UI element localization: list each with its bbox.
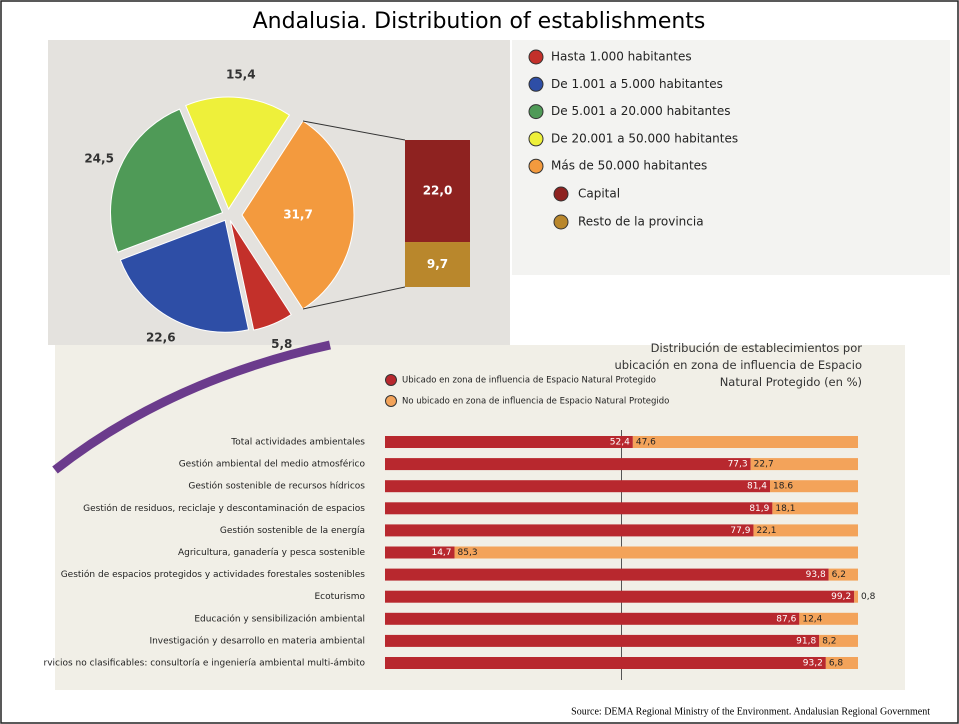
y-tick-label: Gestión sostenible de la energía — [220, 525, 365, 536]
data-label: 14,7 — [431, 548, 451, 558]
legend-swatch — [529, 132, 543, 146]
data-label: 99,2 — [831, 592, 851, 602]
data-label: 8,2 — [822, 636, 836, 646]
bar-segment — [633, 436, 858, 448]
bar-title: Distribución de establecimientos por ubi… — [600, 340, 862, 391]
bar-segment — [385, 502, 772, 514]
legend-label: De 1.001 a 5.000 habitantes — [551, 77, 723, 91]
y-tick-label: rvicios no clasificables: consultoría e … — [44, 659, 366, 669]
bar-segment — [385, 458, 751, 470]
legend-swatch — [529, 77, 543, 91]
legend-background — [512, 40, 950, 275]
legend-swatch — [386, 375, 397, 386]
data-label: 47,6 — [636, 438, 656, 448]
legend-swatch — [554, 215, 568, 229]
legend-label: Hasta 1.000 habitantes — [551, 50, 692, 64]
data-label: 31,7 — [283, 208, 313, 222]
y-tick-label: Gestión de residuos, reciclaje y descont… — [83, 503, 365, 514]
y-tick-label: Agricultura, ganadería y pesca sostenibl… — [178, 548, 365, 558]
y-tick-label: Gestión de espacios protegidos y activid… — [61, 569, 366, 580]
legend-label: De 5.001 a 20.000 habitantes — [551, 104, 731, 118]
legend-label: Más de 50.000 habitantes — [551, 159, 707, 173]
data-label: 24,5 — [84, 152, 114, 166]
legend-swatch — [529, 105, 543, 119]
data-label: 5,8 — [271, 337, 292, 351]
data-label: 81,9 — [749, 504, 769, 514]
bar-segment — [385, 613, 799, 625]
bar-segment — [385, 480, 770, 492]
data-label: 22,6 — [146, 331, 176, 345]
slide-title: Andalusia. Distribution of establishment… — [253, 9, 706, 34]
legend-label: No ubicado en zona de influencia de Espa… — [402, 397, 669, 407]
slide: Andalusia. Distribution of establishment… — [0, 0, 959, 724]
legend-swatch — [529, 50, 543, 64]
legend-label: Capital — [578, 187, 620, 201]
bar-segment — [385, 436, 633, 448]
legend-swatch — [386, 396, 397, 407]
data-label: 93,8 — [806, 570, 826, 580]
data-label: 12,4 — [802, 614, 822, 624]
legend-swatch — [529, 159, 543, 173]
bar-segment — [455, 547, 858, 559]
data-label: 91,8 — [796, 636, 816, 646]
data-label: 18,1 — [775, 504, 795, 514]
data-label: 0,8 — [861, 592, 876, 602]
data-label: 9,7 — [427, 257, 448, 271]
data-label: 85,3 — [458, 548, 478, 558]
bar-segment — [385, 524, 753, 536]
bar-segment — [385, 657, 826, 669]
data-label: 77,3 — [728, 460, 748, 470]
data-label: 22,7 — [754, 460, 774, 470]
data-label: 22,1 — [756, 526, 776, 536]
y-tick-label: Gestión ambiental del medio atmosférico — [179, 459, 366, 470]
y-tick-label: Total actividades ambientales — [230, 438, 365, 448]
data-label: 77,9 — [730, 526, 750, 536]
legend-swatch — [554, 187, 568, 201]
data-label: 22,0 — [423, 184, 453, 198]
data-label: 18.6 — [773, 482, 793, 492]
bar-segment — [854, 591, 858, 603]
y-tick-label: Investigación y desarrollo en materia am… — [149, 635, 365, 646]
legend-label: Resto de la provincia — [578, 215, 704, 229]
bar-segment — [385, 635, 819, 647]
data-label: 81,4 — [747, 482, 767, 492]
y-tick-label: Ecoturismo — [314, 592, 365, 602]
data-label: 6,8 — [829, 659, 844, 669]
source: Source: DEMA Regional Ministry of the En… — [571, 706, 930, 717]
legend-label: De 20.001 a 50.000 habitantes — [551, 131, 738, 145]
y-tick-label: Gestión sostenible de recursos hídricos — [188, 481, 365, 492]
data-label: 87,6 — [776, 614, 796, 624]
bar-segment — [385, 569, 829, 581]
bar-segment — [385, 591, 854, 603]
data-label: 6,2 — [832, 570, 846, 580]
data-label: 93,2 — [803, 659, 823, 669]
y-tick-label: Educación y sensibilización ambiental — [194, 613, 365, 624]
data-label: 52,4 — [610, 438, 630, 448]
data-label: 15,4 — [226, 68, 256, 82]
